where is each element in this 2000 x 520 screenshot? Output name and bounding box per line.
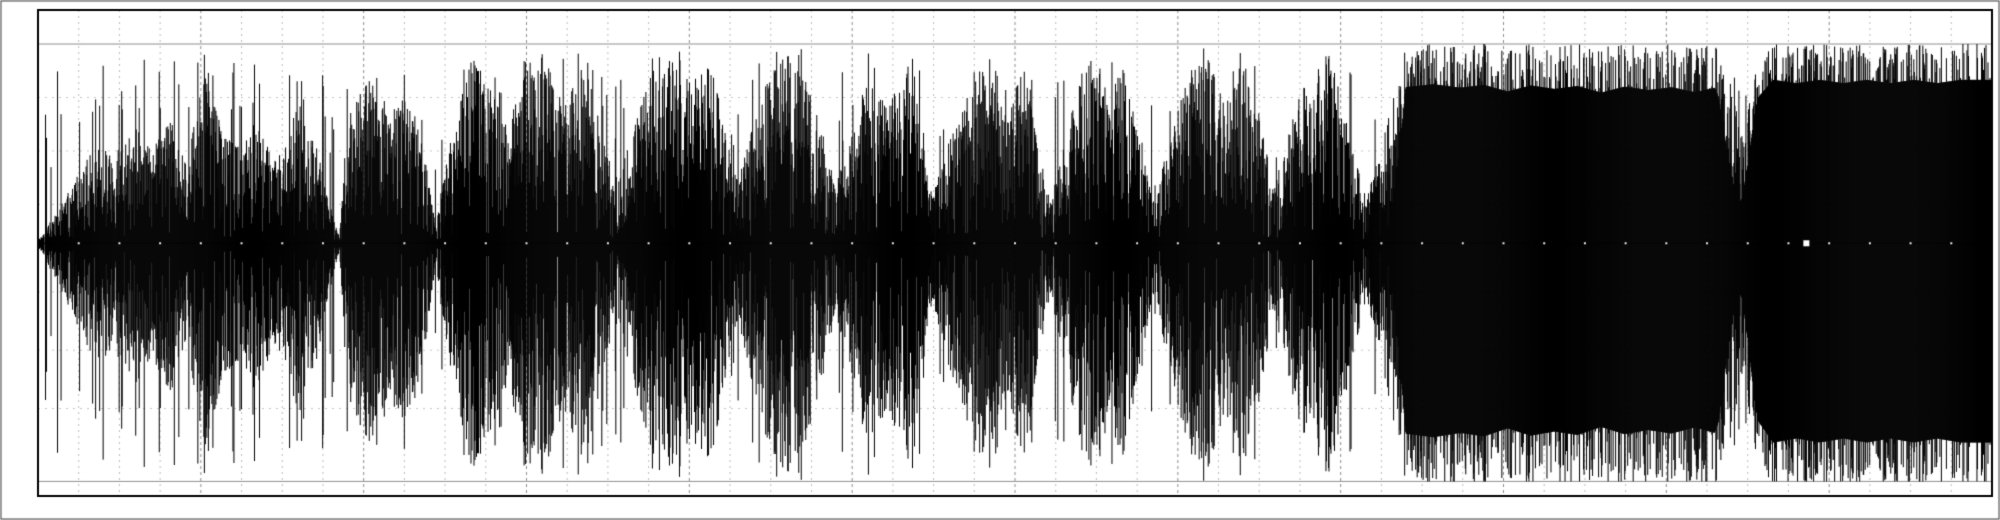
waveform-chart (0, 0, 2000, 520)
waveform-canvas (0, 0, 2000, 520)
